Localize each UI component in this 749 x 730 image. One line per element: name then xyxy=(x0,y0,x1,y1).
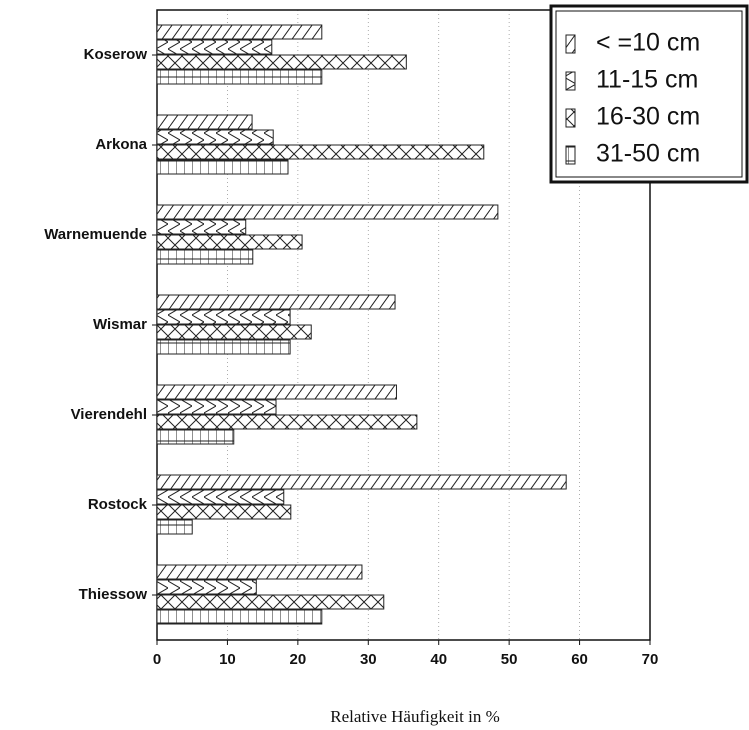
y-tick-label: Warnemuende xyxy=(44,226,147,243)
x-tick-label: 20 xyxy=(290,651,307,668)
bar xyxy=(156,144,485,160)
bar xyxy=(156,249,254,265)
legend: < =10 cm 11-15 cm 16-30 cm 31-50 cm xyxy=(549,4,749,184)
bar xyxy=(156,324,312,340)
bar xyxy=(156,489,285,505)
bar xyxy=(156,609,323,625)
legend-label: 11-15 cm xyxy=(596,66,698,94)
legend-box-inner xyxy=(555,10,743,178)
bar xyxy=(156,399,277,415)
bar xyxy=(156,429,235,445)
bar xyxy=(156,504,292,520)
y-tick-label: Koserow xyxy=(84,46,148,63)
bar xyxy=(156,234,303,250)
bar xyxy=(156,54,407,70)
x-tick-label: 60 xyxy=(571,651,588,668)
legend-label: 16-30 cm xyxy=(596,103,700,131)
legend-box xyxy=(549,4,749,184)
x-tick-label: 0 xyxy=(153,651,161,668)
y-tick-label: Thiessow xyxy=(79,586,148,603)
x-tick-label: 70 xyxy=(642,651,659,668)
legend-label: 31-50 cm xyxy=(596,140,700,168)
y-tick-label: Vierendehl xyxy=(71,406,147,423)
bar xyxy=(156,204,499,220)
bar xyxy=(156,294,396,310)
bar xyxy=(156,339,291,355)
x-tick-label: 30 xyxy=(360,651,377,668)
bar xyxy=(156,579,257,595)
bar xyxy=(156,594,385,610)
bar xyxy=(156,114,253,130)
bar xyxy=(156,69,323,85)
legend-swatch xyxy=(565,71,576,91)
bar xyxy=(156,24,323,40)
x-tick-label: 50 xyxy=(501,651,518,668)
x-tick-label: 10 xyxy=(219,651,236,668)
bar xyxy=(156,39,273,55)
x-tick-label: 40 xyxy=(430,651,447,668)
bar xyxy=(156,384,397,400)
bar xyxy=(156,519,193,535)
bar xyxy=(156,219,247,235)
bar xyxy=(156,564,363,580)
y-tick-label: Arkona xyxy=(95,136,147,153)
legend-swatch xyxy=(565,34,576,54)
bar xyxy=(156,474,567,490)
legend-swatch xyxy=(565,108,576,128)
bar xyxy=(156,309,291,325)
y-tick-label: Rostock xyxy=(88,496,148,513)
x-axis-label: Relative Häufigkeit in % xyxy=(330,707,499,726)
bars: Koserow Arkona Warnemuende Wismar Vierendehl… xyxy=(44,24,567,625)
bar xyxy=(156,129,274,145)
y-tick-label: Wismar xyxy=(93,316,147,333)
bar xyxy=(156,414,418,430)
legend-label: < =10 cm xyxy=(596,29,700,57)
legend-swatch xyxy=(565,145,576,165)
bar xyxy=(156,159,289,175)
